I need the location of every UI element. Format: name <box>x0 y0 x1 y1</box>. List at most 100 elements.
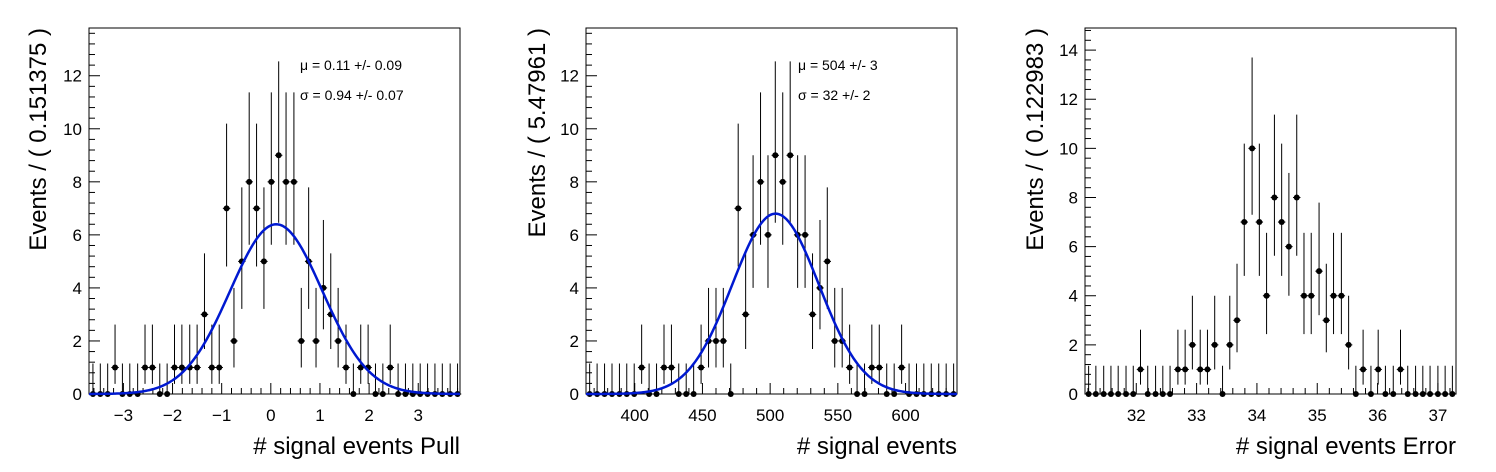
error-point-marker <box>1211 341 1218 348</box>
error-data-point <box>1285 172 1293 296</box>
error-point-marker <box>1256 219 1263 226</box>
pull-y-tick-label: 6 <box>73 226 82 245</box>
error-x-tick-label: 36 <box>1368 406 1387 425</box>
pull-x-tick-label: −1 <box>212 406 231 425</box>
error-data-point <box>1344 295 1353 370</box>
signal-point-marker <box>757 178 764 185</box>
pull-data-point <box>438 363 447 397</box>
pull-data-point <box>208 324 216 384</box>
error-point-marker <box>1293 194 1300 201</box>
signal-data-point <box>652 363 661 397</box>
signal-data-point <box>615 363 624 397</box>
error-data-point <box>1188 295 1197 370</box>
signal-data-point <box>786 61 794 223</box>
error-x-tick-label: 32 <box>1127 406 1146 425</box>
pull-data-point <box>371 363 380 397</box>
signal-x-tick-label: 400 <box>621 406 649 425</box>
signal-data-point <box>689 363 698 397</box>
error-data-point <box>1411 365 1420 397</box>
signal-sigma-annotation: σ = 32 +/- 2 <box>798 87 871 103</box>
pull-point-marker <box>335 337 342 344</box>
pull-data-point <box>334 287 342 368</box>
pull-x-tick-label: 1 <box>315 406 324 425</box>
signal-data-point <box>764 155 772 288</box>
error-x-tick-label: 37 <box>1428 406 1447 425</box>
error-data-point <box>1107 365 1115 397</box>
error-point-marker <box>1367 391 1374 397</box>
error-x-tick-label: 34 <box>1247 406 1266 425</box>
error-point-marker <box>1404 391 1411 397</box>
error-point-marker <box>1115 391 1122 397</box>
pull-data-point <box>96 363 105 397</box>
error-point-marker <box>1241 219 1248 226</box>
signal-data-point <box>853 363 861 397</box>
pull-point-marker <box>194 364 201 371</box>
error-data-point <box>1203 329 1212 385</box>
signal-data-point <box>682 363 690 397</box>
signal-point-marker <box>824 258 831 265</box>
error-data-point <box>1389 365 1397 397</box>
error-plot-area: 32 33 34 35 36 37 0 2 4 6 8 10 12 14 <box>1059 27 1457 425</box>
error-point-marker <box>1382 391 1389 397</box>
error-point-marker <box>1137 366 1144 373</box>
signal-data-point <box>712 287 720 368</box>
signal-plot-area: 400 450 500 550 600 0 2 4 6 8 10 12 <box>560 27 958 425</box>
signal-data-point <box>875 324 883 384</box>
pull-point-marker <box>357 364 364 371</box>
error-data-point <box>1218 365 1227 397</box>
error-point-marker <box>1189 341 1196 348</box>
signal-point-marker <box>883 391 890 397</box>
error-data-point <box>1352 365 1360 397</box>
signal-point-marker <box>846 364 853 371</box>
error-point-marker <box>1100 391 1107 397</box>
pull-point-marker <box>230 337 237 344</box>
pull-data-point <box>379 363 387 397</box>
pull-data-point <box>297 287 305 368</box>
signal-data-point <box>935 363 943 397</box>
pull-point-marker <box>216 364 223 371</box>
signal-data-point <box>949 363 958 397</box>
pull-point-marker <box>298 337 305 344</box>
pull-y-tick-label: 8 <box>73 173 82 192</box>
pull-point-marker <box>342 364 349 371</box>
error-y-axis-label: Events / ( 0.122983 ) <box>1022 28 1049 251</box>
pull-point-marker <box>290 178 297 185</box>
pull-point-marker <box>156 391 163 397</box>
pull-data-point <box>342 324 350 384</box>
signal-y-tick-label: 8 <box>570 173 579 192</box>
signal-gaussian-fit-curve <box>586 212 957 396</box>
pull-data-point <box>170 324 179 384</box>
signal-y-tick-label: 4 <box>570 279 579 298</box>
error-data-point <box>1226 295 1234 370</box>
pull-data-point <box>304 187 313 309</box>
error-data-point <box>1277 143 1286 276</box>
signal-data-point <box>801 155 809 288</box>
error-data-point <box>1404 365 1412 397</box>
signal-data-point <box>920 363 928 397</box>
signal-data-point <box>600 363 609 397</box>
pull-point-marker <box>171 364 178 371</box>
pull-data-point <box>215 324 223 384</box>
error-point-marker <box>1427 391 1434 397</box>
signal-data-point <box>942 363 950 397</box>
signal-data-point <box>756 92 765 245</box>
error-point-marker <box>1338 292 1345 299</box>
pull-data-point <box>267 92 276 245</box>
error-point-marker <box>1300 292 1307 299</box>
signal-point-marker <box>668 364 675 371</box>
error-data-point <box>1248 57 1256 215</box>
pull-plot-frame <box>88 27 461 395</box>
error-point-marker <box>1204 366 1211 373</box>
pull-data-point <box>186 324 194 384</box>
error-data-point <box>1084 365 1093 397</box>
signal-point-marker <box>876 364 883 371</box>
pull-data-point <box>401 363 410 397</box>
error-data-point <box>1374 329 1382 385</box>
signal-data-point <box>771 61 780 223</box>
pull-data-point <box>349 363 358 397</box>
pull-data-point <box>103 363 112 397</box>
pull-data-point <box>290 92 298 245</box>
error-data-point <box>1426 365 1434 397</box>
